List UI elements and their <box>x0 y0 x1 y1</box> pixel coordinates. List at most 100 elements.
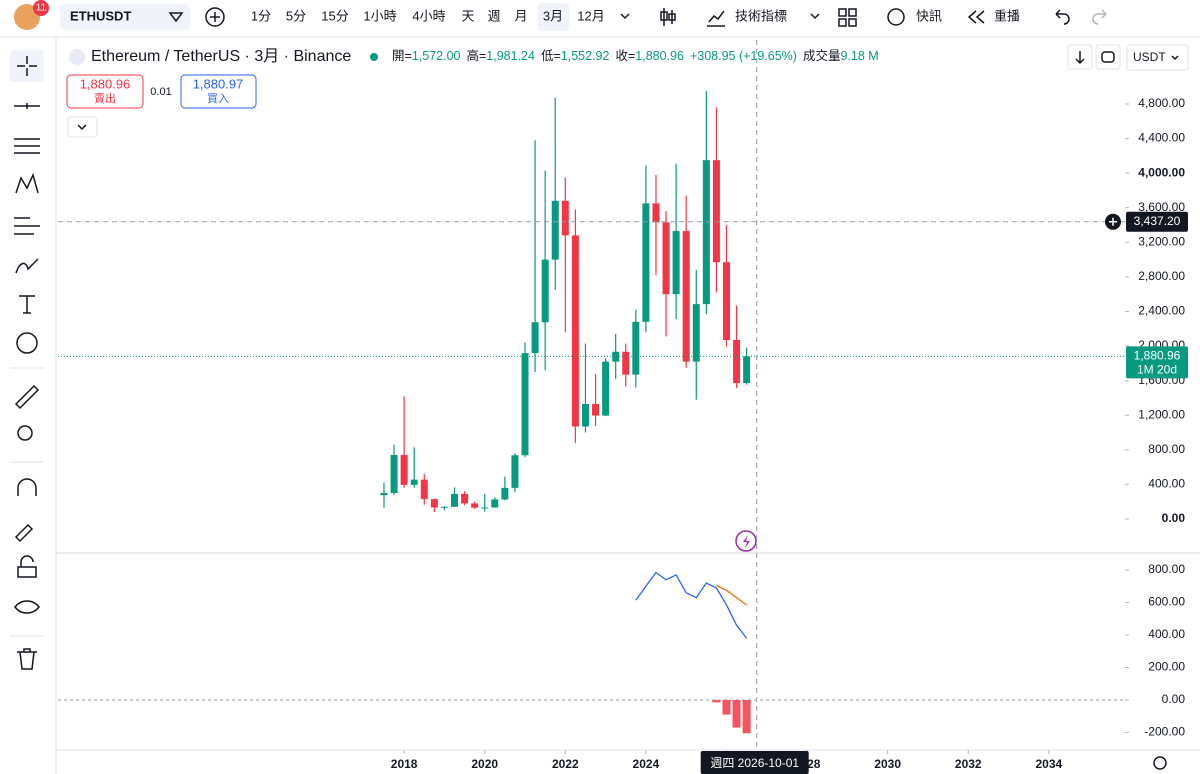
y-tick-label: 1,200.00 <box>1138 407 1185 421</box>
candle-body <box>511 455 519 488</box>
candle-body <box>531 322 539 354</box>
candle-body <box>652 203 660 223</box>
reset-icon <box>1101 51 1115 63</box>
ohlc-value: 1,572.00 <box>412 49 461 63</box>
candle-body <box>581 403 589 427</box>
interval[interactable]: 1小時 <box>363 8 396 23</box>
histogram-bar <box>742 699 751 734</box>
interval[interactable]: 4小時 <box>412 8 445 23</box>
last-price-box <box>1126 346 1188 379</box>
add-icon[interactable] <box>205 7 225 27</box>
layout-icon[interactable] <box>838 8 857 27</box>
symbol-box[interactable] <box>60 4 190 30</box>
chevron[interactable] <box>810 13 820 20</box>
undo[interactable] <box>1055 9 1070 25</box>
candle-body <box>592 403 600 416</box>
tool-magnet[interactable] <box>17 478 37 496</box>
tool-fib[interactable] <box>14 138 40 154</box>
y-tick-label: 4,400.00 <box>1138 131 1185 145</box>
add-alert-glyph <box>1109 217 1117 226</box>
x-tick-label: 2020 <box>471 757 498 771</box>
candle-body <box>722 262 730 341</box>
candle-body <box>440 506 448 508</box>
sell-box[interactable] <box>66 74 144 109</box>
interval[interactable]: 天 <box>461 8 474 23</box>
candle-body <box>662 222 670 295</box>
sell-label: 賣出 <box>94 91 116 105</box>
buy-box[interactable] <box>180 74 257 109</box>
chevron[interactable] <box>620 13 630 20</box>
tools <box>14 56 40 670</box>
interval[interactable]: 週 <box>487 8 500 23</box>
interval[interactable]: 15分 <box>321 8 348 23</box>
spread: 0.01 <box>150 86 171 98</box>
alert-icon <box>887 8 905 26</box>
candle-body <box>622 351 630 375</box>
interval[interactable]: 1分 <box>251 8 271 23</box>
interval[interactable]: 3月 <box>543 8 563 23</box>
y-tick-label: 600.00 <box>1148 595 1185 609</box>
crosshair-date-box <box>700 751 809 774</box>
tool-lock[interactable] <box>17 555 37 578</box>
currency-chevron <box>1171 55 1179 61</box>
y-tick-label: 2,400.00 <box>1138 304 1185 318</box>
tool-trash[interactable] <box>17 648 37 670</box>
ohlc: 開=1,572.00 高=1,981.24 低=1,552.92 收=1,880.96… <box>392 48 879 63</box>
collapse-icon <box>77 124 87 131</box>
alerts[interactable]: 快訊 <box>916 8 942 23</box>
event-glyph <box>743 535 750 548</box>
tool-eye[interactable] <box>14 600 40 614</box>
tool-brush[interactable] <box>15 258 39 274</box>
y-tick-label: 800.00 <box>1148 562 1185 576</box>
tool-text[interactable] <box>19 295 35 314</box>
replay-icon <box>967 10 985 24</box>
histogram-bar <box>722 699 731 715</box>
ohlc-value: 1,552.92 <box>561 49 610 63</box>
chart-type-icon[interactable] <box>660 8 676 26</box>
x-tick-label: 2030 <box>874 757 901 771</box>
interval[interactable]: 月 <box>514 8 527 23</box>
down-icon <box>1075 51 1085 65</box>
candle-body <box>632 321 640 375</box>
tool-zoom[interactable] <box>17 425 33 441</box>
x-tick-label: 2024 <box>633 757 660 771</box>
histogram-bar <box>732 699 741 728</box>
tool-ruler[interactable] <box>14 384 40 410</box>
badge-count: 11 <box>36 3 47 14</box>
candle-body <box>501 487 509 500</box>
x-tick-label: 2018 <box>391 757 418 771</box>
candle-body <box>692 304 700 362</box>
replay[interactable]: 重播 <box>994 8 1020 23</box>
interval[interactable]: 12月 <box>577 8 604 23</box>
y-tick-label: 3,200.00 <box>1138 234 1185 248</box>
tool-pattern[interactable] <box>15 172 39 194</box>
settings[interactable] <box>1153 756 1167 770</box>
tool-emoji[interactable] <box>16 332 38 354</box>
indicator-line <box>635 571 748 639</box>
candle-body <box>571 235 579 427</box>
y-tick-label: 4,800.00 <box>1138 96 1185 110</box>
candle-body <box>733 340 741 384</box>
tool-active <box>10 50 44 82</box>
currency-box[interactable] <box>1126 44 1189 71</box>
tool-lock-draw[interactable] <box>14 523 34 543</box>
last-price-label: 1,880.96 <box>1134 349 1181 363</box>
indicators[interactable]: 技術指標 <box>735 8 787 23</box>
histogram-bar <box>712 699 721 703</box>
ohlc-value: 1,880.96 <box>635 49 684 63</box>
tool-cross[interactable] <box>17 56 37 76</box>
reset-button[interactable] <box>1095 44 1121 70</box>
currency: USDT <box>1133 50 1166 64</box>
countdown: 1M 20d <box>1137 363 1177 377</box>
collapse[interactable] <box>67 116 98 138</box>
redo[interactable] <box>1092 9 1107 25</box>
y-tick-label: 400.00 <box>1148 627 1185 641</box>
tool-line[interactable] <box>14 103 40 109</box>
tool-forecast[interactable] <box>14 217 40 235</box>
candle-body <box>380 493 388 496</box>
interval[interactable]: 5分 <box>286 8 306 23</box>
indicator-icon <box>707 10 725 27</box>
candle-body <box>561 200 569 236</box>
status-dot <box>370 53 378 61</box>
